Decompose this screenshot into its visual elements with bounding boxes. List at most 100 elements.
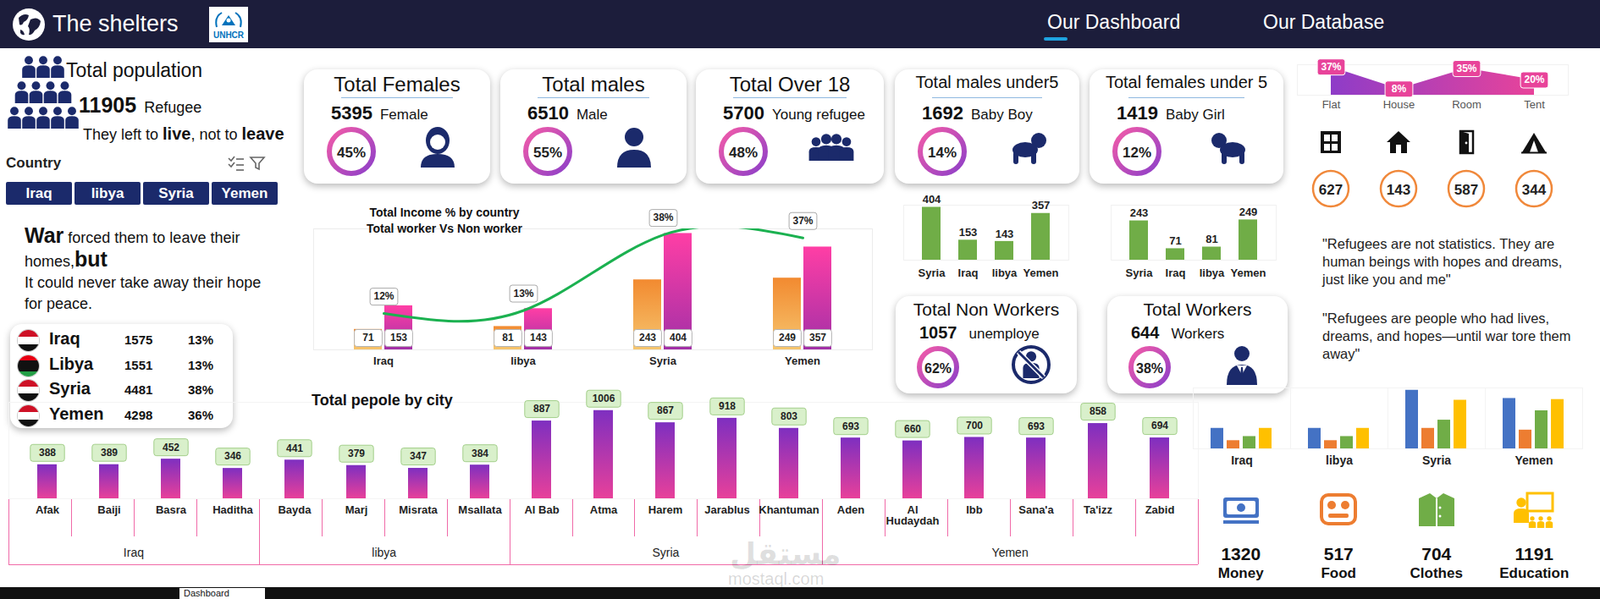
svg-text:452: 452 [162,441,180,453]
svg-text:389: 389 [100,446,118,459]
svg-text:Bayda: Bayda [277,503,312,517]
svg-text:Syria: Syria [649,354,678,368]
svg-text:35%: 35% [1456,62,1477,75]
svg-text:Flat: Flat [1322,98,1341,111]
svg-text:38%: 38% [1136,361,1164,376]
svg-text:887: 887 [533,402,551,415]
svg-text:Tent: Tent [1523,98,1545,111]
svg-text:Yemen: Yemen [784,354,821,368]
svg-text:Aden: Aden [837,503,866,517]
svg-text:Atma: Atma [590,503,618,517]
svg-text:587: 587 [1454,182,1479,199]
svg-text:Haditha: Haditha [212,503,254,517]
svg-text:347: 347 [409,450,427,463]
svg-text:Marj: Marj [345,503,369,517]
svg-text:249: 249 [1239,205,1258,219]
svg-text:404: 404 [922,193,942,206]
svg-text:143: 143 [995,227,1015,241]
html-text:Warforced them to leave their: Warforced them to leave their homes,but [24,223,240,271]
svg-text:62%: 62% [924,361,952,376]
svg-text:12%: 12% [1122,144,1152,161]
html-text:11905 Refugee: 11905 Refugee [78,93,202,117]
svg-text:8%: 8% [1391,82,1407,95]
svg-text:404: 404 [669,331,687,344]
svg-text:libya: libya [1199,266,1225,280]
svg-text:House: House [1383,98,1416,111]
svg-text:37%: 37% [792,215,813,227]
svg-text:Yemen: Yemen [1023,266,1060,280]
svg-text:Iraq: Iraq [958,266,979,280]
svg-text:Iraq: Iraq [1165,266,1187,280]
svg-text:357: 357 [809,331,827,344]
svg-text:693: 693 [842,420,860,433]
svg-text:Ta'izz: Ta'izz [1083,503,1113,517]
html-text:"Refugees are people who had l: "Refugees are people who had lives, drea… [1322,310,1571,362]
svg-text:14%: 14% [927,144,957,161]
svg-text:143: 143 [529,331,547,344]
svg-text:Misrata: Misrata [398,503,438,517]
svg-text:Jarablus: Jarablus [704,503,750,517]
svg-text:81: 81 [1205,232,1218,246]
svg-text:693: 693 [1027,420,1045,433]
svg-text:388: 388 [38,446,56,459]
svg-text:38%: 38% [652,211,674,224]
svg-text:379: 379 [347,447,365,460]
html-text:It could never take away their: It could never take away their hope for … [24,274,261,313]
svg-text:libya: libya [510,354,536,368]
svg-text:45%: 45% [336,144,366,161]
svg-text:55%: 55% [533,144,563,161]
svg-text:AlHudaydah: AlHudaydah [886,503,940,528]
svg-text:Msallata: Msallata [457,503,503,517]
svg-text:Zabid: Zabid [1145,503,1176,517]
svg-text:694: 694 [1151,419,1169,432]
svg-text:867: 867 [656,404,674,417]
svg-text:Baiji: Baiji [97,503,121,517]
svg-text:libya: libya [992,266,1018,280]
svg-text:441: 441 [286,442,304,455]
svg-text:803: 803 [780,410,798,423]
svg-text:357: 357 [1031,198,1051,212]
svg-text:Yemen: Yemen [1230,266,1267,280]
html-text:The shelters: The shelters [52,11,179,37]
svg-text:48%: 48% [728,144,758,161]
svg-text:243: 243 [1130,206,1149,220]
svg-text:143: 143 [1386,182,1411,199]
svg-text:Afak: Afak [35,503,61,517]
svg-text:153: 153 [959,226,978,239]
svg-text:627: 627 [1318,182,1343,199]
svg-text:918: 918 [718,400,736,413]
svg-text:346: 346 [224,450,242,463]
svg-text:660: 660 [904,423,922,436]
svg-text:20%: 20% [1523,73,1545,86]
svg-text:71: 71 [1169,234,1181,248]
svg-text:700: 700 [965,419,983,432]
svg-text:Syria: Syria [1422,453,1452,468]
svg-text:Harem: Harem [648,503,683,517]
svg-text:Iraq: Iraq [1230,453,1253,468]
svg-text:249: 249 [778,331,796,344]
svg-text:Syria: Syria [1125,266,1154,280]
svg-text:81: 81 [502,331,514,344]
svg-text:384: 384 [471,447,489,460]
html-text:مستقل: مستقل [729,536,842,572]
svg-text:13%: 13% [513,287,534,300]
html-text:"Refugees are not statistics.: "Refugees are not statistics. They are h… [1322,236,1563,287]
svg-text:Iraq: Iraq [373,354,394,368]
svg-text:Room: Room [1451,98,1482,111]
svg-text:Ibb: Ibb [965,503,983,517]
svg-text:243: 243 [639,331,657,344]
svg-text:344: 344 [1522,182,1547,199]
svg-text:libya: libya [1325,453,1353,468]
svg-text:1006: 1006 [592,392,616,405]
svg-text:Yemen: Yemen [1514,453,1553,468]
svg-text:12%: 12% [373,290,394,303]
svg-text:Khantuman: Khantuman [758,503,820,517]
svg-text:71: 71 [362,331,375,344]
svg-text:Basra: Basra [155,503,188,517]
svg-text:37%: 37% [1320,60,1341,73]
svg-text:153: 153 [390,331,408,344]
svg-text:Al Bab: Al Bab [524,503,559,517]
svg-text:Syria: Syria [918,266,947,280]
svg-text:858: 858 [1089,405,1107,418]
svg-text:Sana'a: Sana'a [1018,503,1054,517]
